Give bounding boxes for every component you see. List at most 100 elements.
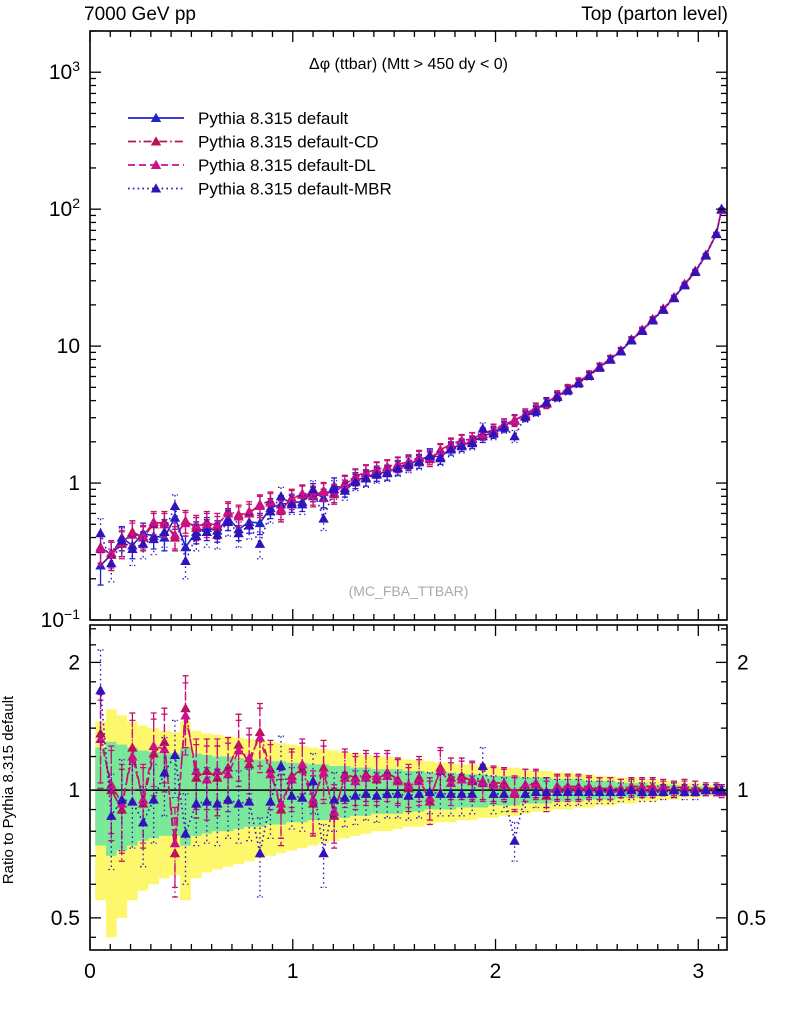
data-point-marker [318,767,329,777]
data-point-marker [265,769,276,779]
x-axis-tick-label: 1 [287,960,299,983]
error-bar [384,771,391,819]
error-bar [97,699,104,789]
data-point-marker [148,794,159,804]
data-point-marker [562,786,573,797]
data-point-marker [690,266,701,277]
data-point-marker [254,732,266,742]
data-point-marker [180,828,191,838]
data-point-marker [562,385,573,395]
data-point-marker [541,397,552,407]
data-point-marker [180,555,191,565]
data-point-marker [435,445,446,455]
data-point-marker [233,745,244,755]
data-point-marker [658,304,669,314]
data-point-marker [509,430,520,441]
error-bar [554,778,561,807]
data-point-marker [127,543,138,554]
error-bar [150,526,157,556]
data-point-marker [116,535,128,545]
ratio-tick-label-left: 1 [68,779,80,802]
data-point-marker [467,774,478,784]
error-bar [362,470,369,489]
data-point-marker [424,450,436,460]
data-point-marker [541,786,552,797]
x-axis-tick-label: 2 [490,960,502,983]
data-point-marker [360,468,372,478]
error-bar [118,527,125,558]
data-point-marker [509,835,520,845]
data-point-marker [488,788,499,798]
data-point-marker [530,786,542,797]
error-bar [246,513,253,540]
process-label: Top (parton level) [581,4,728,25]
data-point-marker [297,499,308,509]
page-title: Δφ (ttbar) (Mtt > 450 dy < 0) [309,56,508,73]
data-point-marker [360,473,372,483]
legend-marker-1 [150,136,162,146]
data-point-marker [445,777,457,787]
data-point-marker [243,506,255,516]
data-point-marker [530,779,542,789]
error-bar [628,780,635,801]
data-point-marker [137,794,149,804]
data-point-marker [658,786,669,797]
main-series-pythia-8-315-default-cd [95,204,727,572]
y-axis-tick-label: 10−1 [41,606,81,632]
data-point-marker [573,378,584,388]
ratio-tick-label-left: 2 [68,651,80,674]
data-point-marker [191,798,202,808]
data-point-marker [456,440,467,451]
data-point-marker [137,817,149,827]
data-point-marker [275,760,287,771]
data-point-marker [201,796,212,806]
data-point-marker [169,837,181,848]
data-point-marker [180,517,191,528]
data-point-marker [286,494,297,504]
data-point-marker [254,848,266,858]
data-point-marker [435,788,446,798]
error-bar [171,806,178,889]
data-point-marker [477,760,488,771]
data-point-marker [371,770,382,781]
data-point-marker [169,749,181,760]
data-point-marker [328,484,340,494]
data-point-marker [318,486,329,497]
error-bar [458,439,465,454]
data-point-marker [477,423,488,433]
error-bar [193,523,200,552]
error-bar [214,522,221,550]
series-line [99,209,723,567]
error-bar [129,763,136,849]
data-point-marker [403,459,414,469]
error-bar [405,457,412,474]
data-point-marker [106,557,117,568]
data-point-marker [95,684,106,695]
data-point-marker [159,767,170,777]
data-point-marker [520,411,531,421]
main-series-pythia-8-315-default-dl [95,204,727,569]
data-point-marker [275,798,287,808]
data-point-marker [339,772,351,782]
data-point-marker [286,499,297,509]
data-point-marker [127,751,138,761]
data-point-marker [392,788,403,798]
data-point-marker [275,491,287,501]
error-bar [617,782,624,803]
data-point-marker [615,346,627,356]
error-bar [150,763,157,844]
data-point-marker [127,796,138,806]
data-point-marker [222,516,234,527]
series-line [100,209,723,554]
ratio-tick-label-right: 1 [737,779,749,802]
y-axis-tick-label: 10 [57,335,80,358]
error-bar [256,531,263,560]
error-bar [394,460,401,477]
error-bar [108,548,115,583]
data-point-marker [318,513,329,523]
error-bar [310,770,317,835]
data-point-marker [583,370,595,381]
data-point-marker [467,437,478,448]
error-bar [320,739,327,801]
error-bar [405,763,412,809]
